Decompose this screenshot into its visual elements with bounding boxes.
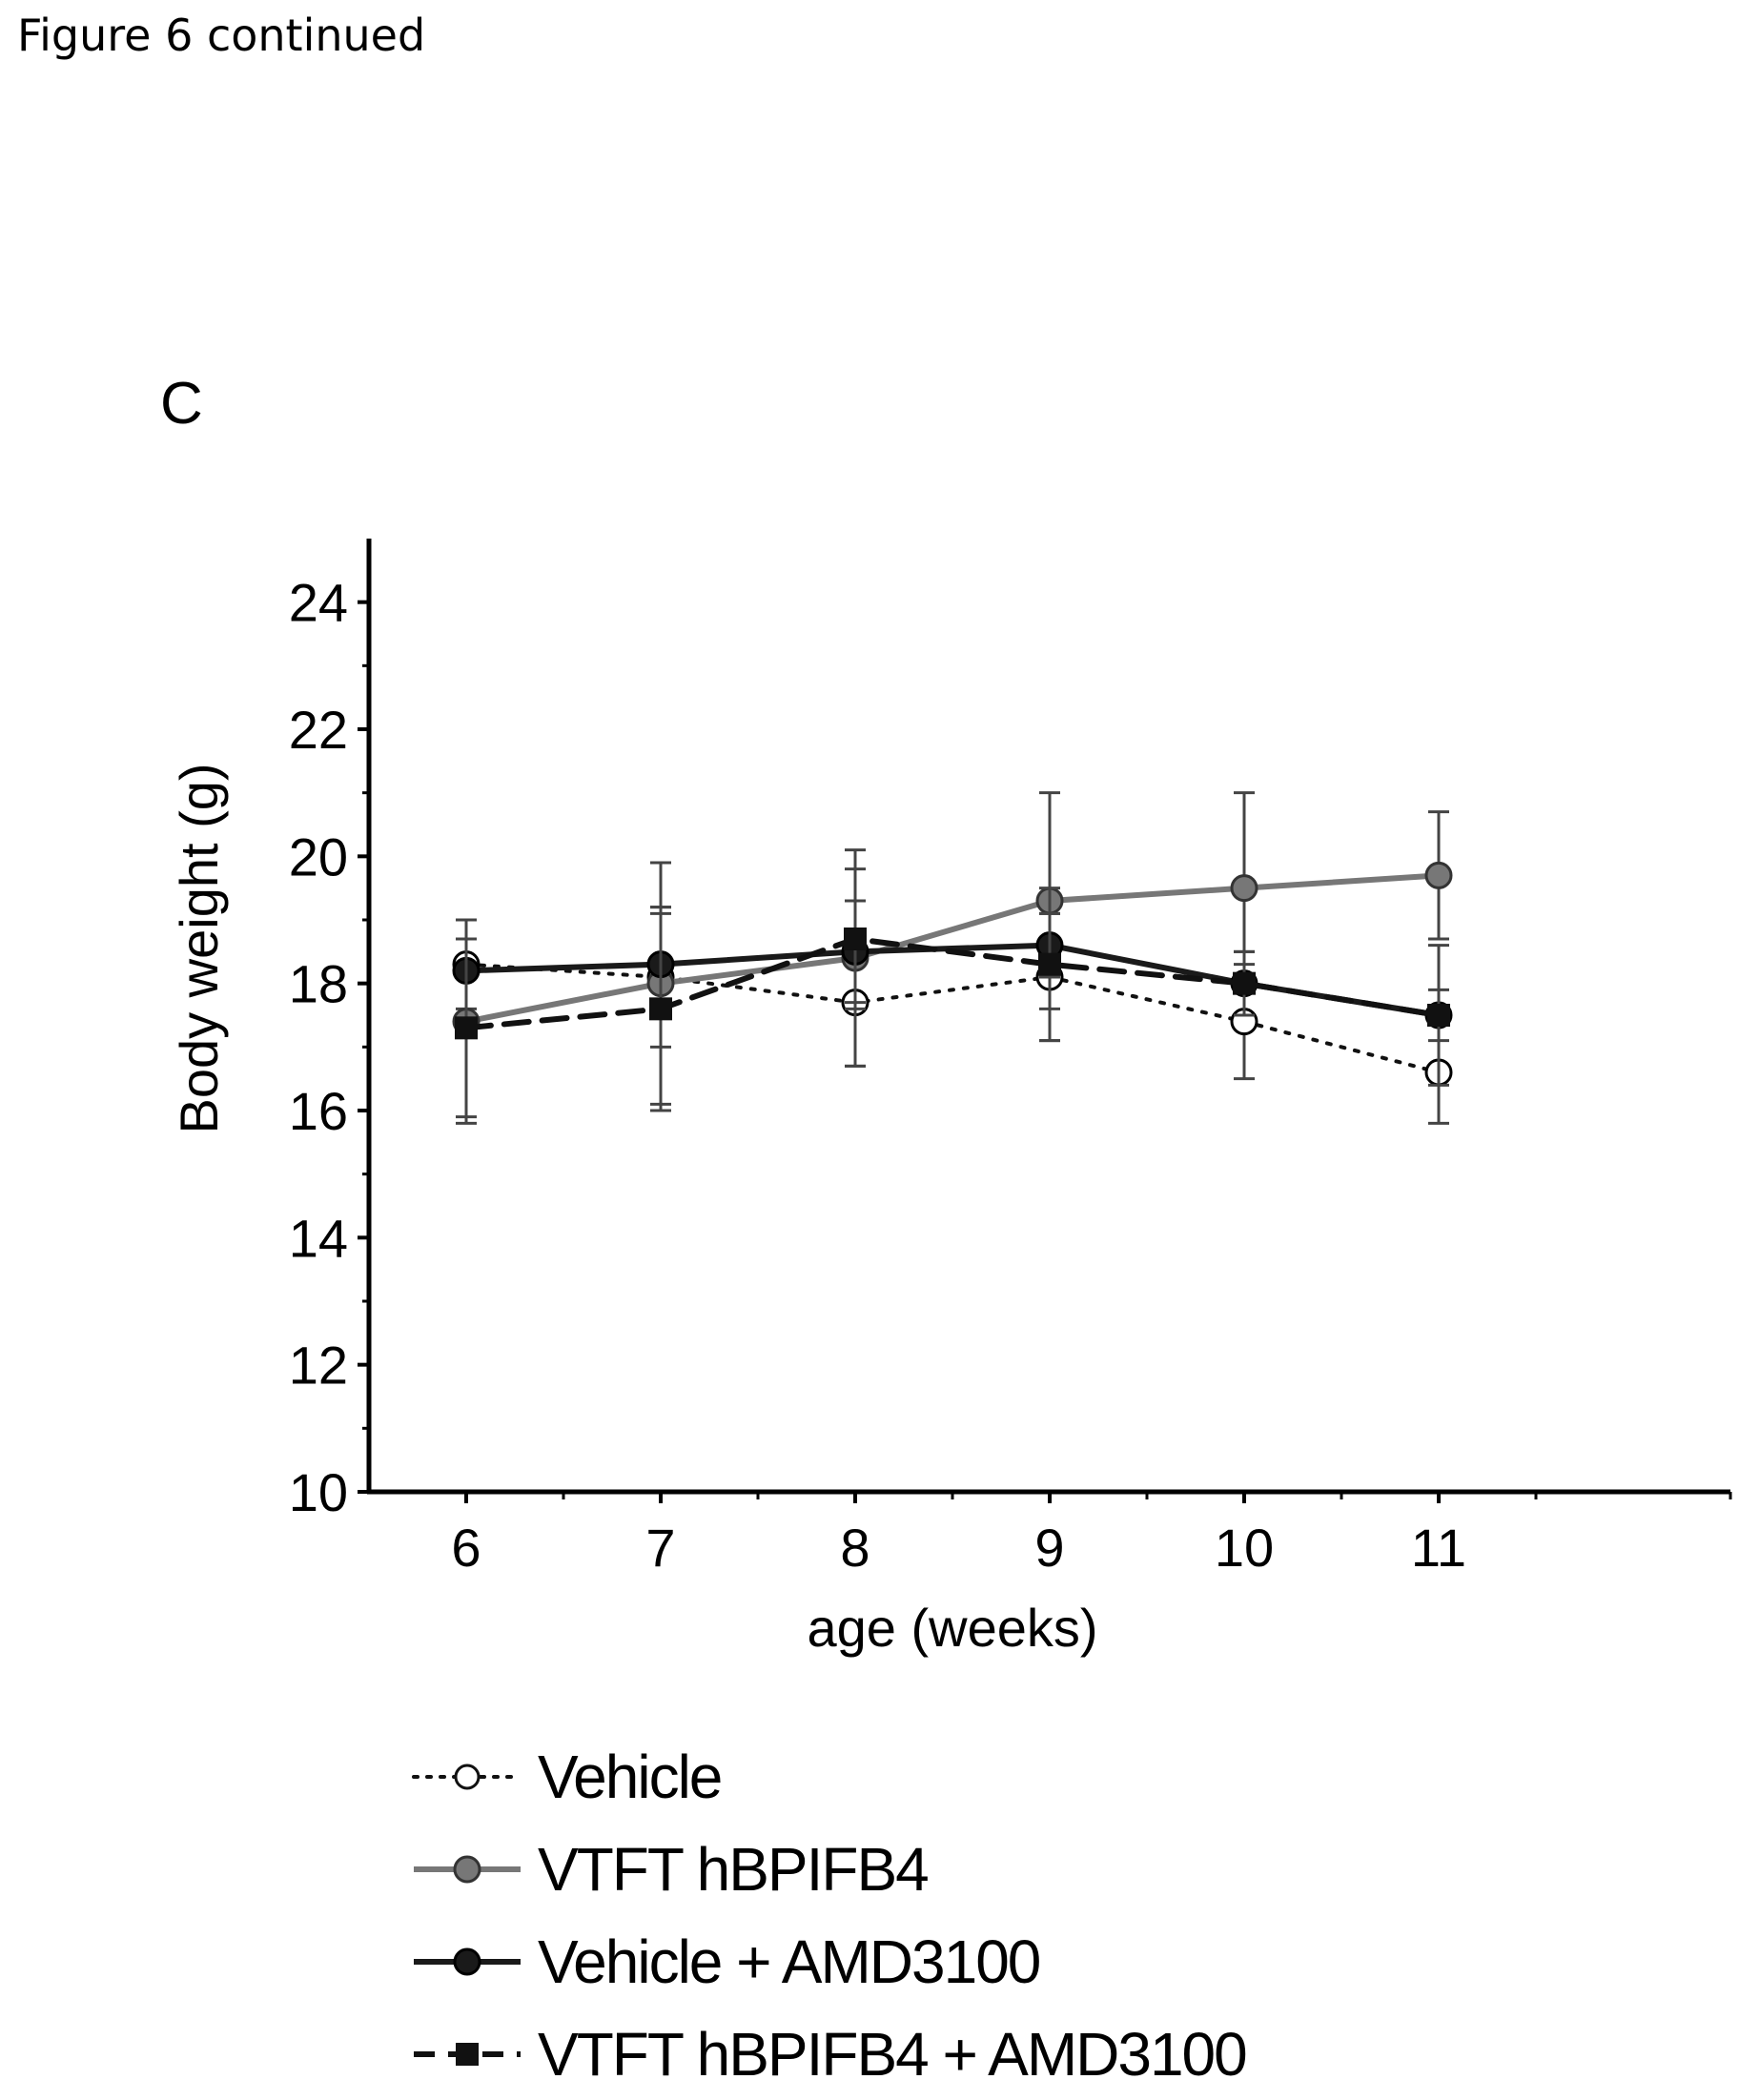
y-tick-label: 12 (289, 1335, 348, 1396)
series-line (464, 962, 1441, 1074)
series-vtft-hbpifb4 (452, 791, 1453, 1125)
series-line (463, 936, 1442, 1031)
y-tick-label: 24 (289, 573, 348, 633)
y-axis-label: Body weight (g) (169, 763, 229, 1133)
page-header: Figure 6 continued (17, 10, 426, 61)
series-vehicle-amd3100 (452, 899, 1453, 1043)
y-tick-label: 22 (289, 700, 348, 760)
x-tick-label: 7 (645, 1518, 675, 1578)
x-tick-label: 9 (1034, 1518, 1064, 1578)
legend-label: VTFT hBPIFB4 (538, 1834, 930, 1904)
data-point (1230, 874, 1258, 903)
x-axis-label: age (weeks) (807, 1598, 1097, 1658)
legend-swatch-vehicle-amd3100 (414, 1947, 521, 1975)
data-point (1233, 971, 1256, 995)
legend: Vehicle VTFT hBPIFB4 Vehicle + AMD3100 V… (410, 1730, 1248, 2100)
x-tick-label: 11 (1411, 1518, 1466, 1578)
panel-label: C (160, 371, 203, 437)
y-tick-label: 10 (289, 1462, 348, 1522)
data-point (1038, 952, 1061, 976)
legend-item-vtft-hbpifb4-amd3100: VTFT hBPIFB4 + AMD3100 (410, 2008, 1248, 2100)
data-point (649, 997, 672, 1021)
chart-series (452, 791, 1453, 1125)
legend-item-vehicle: Vehicle (410, 1730, 1246, 1823)
data-point (1427, 1004, 1450, 1027)
y-tick-label: 14 (289, 1208, 348, 1268)
legend-item-vtft-hbpifb4: VTFT hBPIFB4 (410, 1823, 1246, 1915)
legend-item-vehicle-amd3100: Vehicle + AMD3100 (410, 1915, 1246, 2008)
legend-swatch-vehicle (412, 1764, 522, 1789)
series-line (463, 872, 1442, 1025)
data-point (455, 1016, 478, 1040)
legend-label: VTFT hBPIFB4 + AMD3100 (538, 2019, 1248, 2089)
chart-axes: 10 12 14 16 18 20 22 24 6 7 8 9 10 11 (289, 539, 1732, 1578)
series-vtft-hbpifb4-amd3100 (455, 867, 1450, 1119)
y-tick-label: 16 (289, 1081, 348, 1141)
legend-label: Vehicle (538, 1742, 723, 1811)
series-line (463, 942, 1442, 1018)
legend-label: Vehicle + AMD3100 (538, 1927, 1041, 1996)
legend-swatch-vtft-hbpifb4-amd3100 (414, 2042, 521, 2066)
data-point (1424, 861, 1453, 889)
y-tick-label: 20 (289, 826, 348, 887)
x-tick-label: 10 (1215, 1518, 1274, 1578)
legend-swatch-vtft-hbpifb4 (414, 1855, 521, 1883)
x-tick-label: 6 (451, 1518, 481, 1578)
data-point (844, 928, 867, 950)
x-tick-label: 8 (840, 1518, 870, 1578)
y-tick-label: 18 (289, 954, 348, 1014)
